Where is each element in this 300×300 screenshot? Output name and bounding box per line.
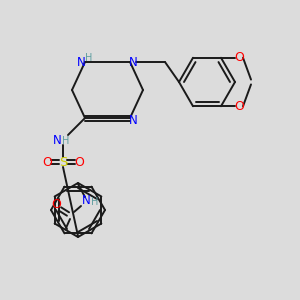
Text: H: H	[91, 197, 99, 207]
Text: H: H	[62, 136, 70, 146]
Text: N: N	[76, 56, 85, 68]
Text: S: S	[59, 155, 67, 169]
Text: O: O	[42, 155, 52, 169]
Text: N: N	[52, 134, 62, 146]
Text: N: N	[82, 194, 90, 208]
Text: N: N	[129, 56, 137, 68]
Text: H: H	[85, 53, 93, 63]
Text: O: O	[74, 155, 84, 169]
Text: O: O	[51, 199, 61, 212]
Text: N: N	[129, 113, 137, 127]
Text: O: O	[234, 51, 244, 64]
Text: O: O	[234, 100, 244, 113]
